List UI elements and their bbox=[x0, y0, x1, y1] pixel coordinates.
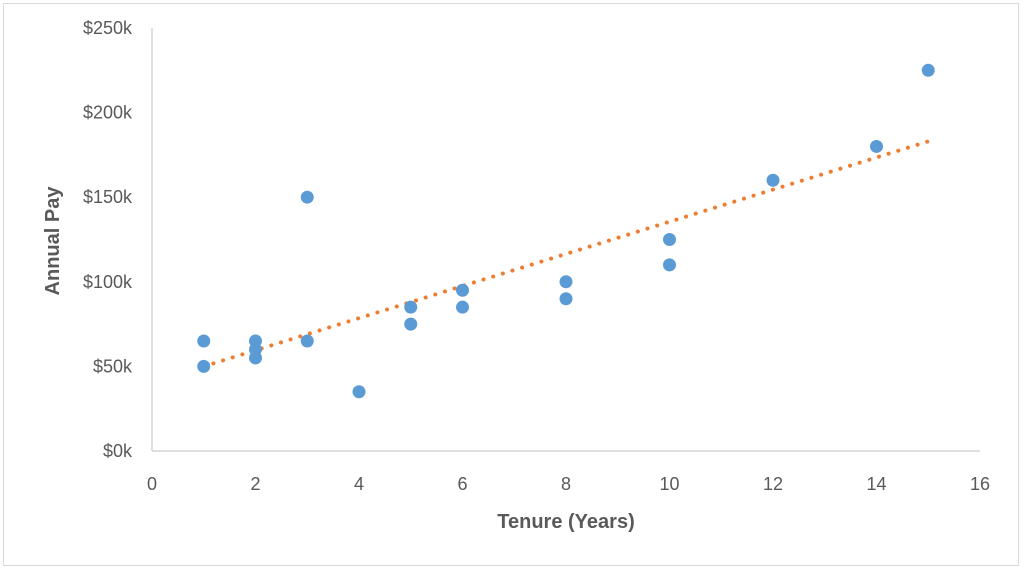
data-point bbox=[766, 173, 780, 187]
data-point bbox=[404, 317, 418, 331]
data-point bbox=[870, 139, 883, 153]
data-point bbox=[197, 359, 211, 373]
data-point bbox=[197, 334, 211, 348]
x-tick-label: 4 bbox=[354, 474, 364, 494]
data-points bbox=[197, 63, 935, 399]
trendline bbox=[201, 139, 931, 369]
tick-labels: 0 2 4 6 8 10 12 14 16 $0k $50k $100k $150k $200k $250k bbox=[83, 18, 990, 494]
x-tick-label: 14 bbox=[866, 474, 886, 494]
trendline-group bbox=[201, 139, 931, 369]
data-point bbox=[300, 190, 314, 204]
data-point bbox=[663, 258, 676, 272]
x-tick-label: 0 bbox=[147, 474, 157, 494]
x-tick-label: 2 bbox=[250, 474, 260, 494]
x-axis-title: Tenure (Years) bbox=[497, 511, 634, 533]
x-tick-label: 12 bbox=[763, 474, 783, 494]
chart-axes bbox=[151, 28, 980, 452]
data-point bbox=[559, 275, 573, 289]
data-point bbox=[921, 63, 935, 77]
y-tick-label: $100k bbox=[83, 272, 133, 292]
y-tick-label: $0k bbox=[103, 441, 133, 461]
data-point bbox=[404, 300, 418, 314]
chart-frame bbox=[3, 3, 1019, 566]
y-tick-label: $50k bbox=[93, 356, 133, 376]
y-axis-title: Annual Pay bbox=[42, 186, 64, 296]
data-point bbox=[456, 283, 469, 297]
x-tick-label: 8 bbox=[561, 474, 571, 494]
data-point bbox=[352, 385, 366, 399]
data-point bbox=[249, 351, 262, 365]
x-tick-label: 16 bbox=[970, 474, 990, 494]
y-tick-label: $150k bbox=[83, 187, 133, 207]
data-point bbox=[663, 233, 676, 246]
x-tick-label: 6 bbox=[457, 474, 467, 494]
y-tick-label: $250k bbox=[83, 18, 133, 38]
x-tick-label: 10 bbox=[659, 474, 679, 494]
data-point bbox=[559, 292, 573, 306]
data-point bbox=[456, 300, 469, 314]
y-tick-label: $200k bbox=[83, 103, 133, 123]
data-point bbox=[300, 334, 314, 348]
